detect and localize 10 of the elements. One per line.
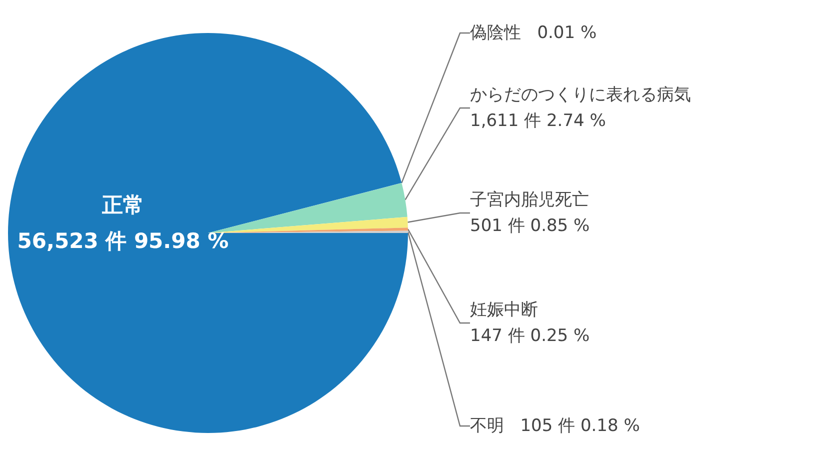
- slice-label: 正常: [101, 193, 144, 217]
- data-label: 56,523 件 95.98 %: [17, 229, 229, 253]
- slice-label: 子宮内胎児死亡: [470, 190, 589, 210]
- data-label: 1,611 件 2.74 %: [470, 111, 606, 131]
- slice-label: からだのつくりに表れる病気: [470, 85, 691, 105]
- slice-label: 不明 105 件 0.18 %: [470, 416, 640, 436]
- data-label: 147 件 0.25 %: [470, 326, 590, 346]
- data-label: 501 件 0.85 %: [470, 216, 590, 236]
- slice-label: 偽陰性 0.01 %: [470, 23, 597, 43]
- slice-label: 妊娠中断: [470, 300, 538, 320]
